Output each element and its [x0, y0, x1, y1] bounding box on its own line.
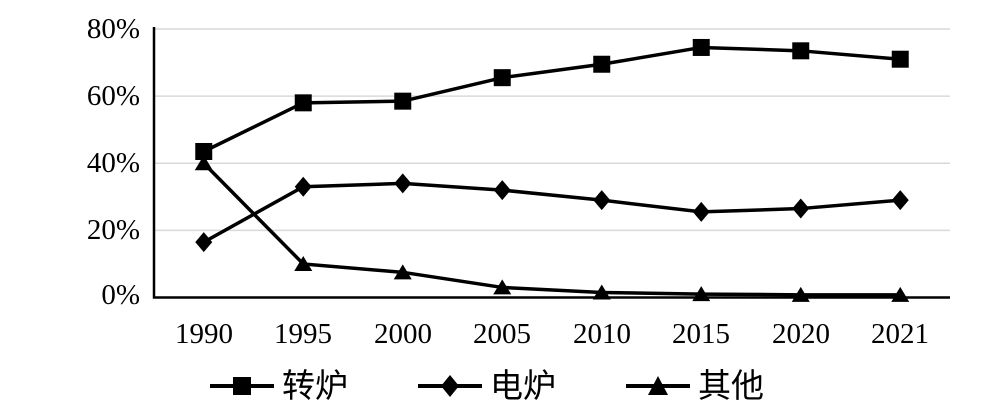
marker-triangle	[692, 286, 711, 302]
marker-diamond	[394, 173, 412, 194]
marker-diamond	[294, 176, 312, 197]
marker-diamond	[692, 201, 710, 222]
x-axis-tick-label: 2000	[374, 318, 432, 350]
marker-square	[792, 42, 810, 60]
legend-marker-square-icon	[210, 376, 274, 395]
legend-label: 其他	[698, 367, 764, 404]
legend: 转炉 电炉 其他	[210, 366, 764, 406]
marker-diamond	[891, 190, 909, 211]
legend-item-electric: 电炉	[418, 366, 556, 406]
marker-triangle	[891, 286, 910, 302]
y-axis-tick-label: 0%	[101, 279, 140, 311]
marker-triangle	[194, 155, 213, 171]
y-axis-tick-label: 60%	[86, 80, 140, 112]
legend-item-converter: 转炉	[210, 366, 348, 406]
marker-square	[195, 143, 213, 161]
y-axis-tick-label: 20%	[86, 214, 140, 246]
legend-label: 转炉	[282, 367, 348, 404]
x-axis-tick-label: 1995	[274, 318, 332, 350]
marker-square	[692, 38, 710, 56]
x-axis-tick-label: 2010	[573, 318, 631, 350]
marker-square	[593, 55, 611, 73]
marker-diamond	[792, 198, 810, 219]
series-line-diamond	[202, 181, 901, 244]
marker-triangle	[791, 286, 810, 302]
x-axis-tick-label: 2021	[871, 318, 929, 350]
marker-diamond	[195, 232, 213, 253]
legend-item-other: 其他	[626, 366, 764, 406]
x-axis-tick-label: 1990	[175, 318, 233, 350]
marker-square	[891, 50, 909, 68]
marker-diamond	[493, 180, 511, 201]
legend-label: 电炉	[490, 367, 556, 404]
series-line-triangle	[202, 162, 901, 297]
marker-diamond	[593, 190, 611, 211]
x-axis-tick-label: 2005	[473, 318, 531, 350]
legend-marker-diamond-icon	[418, 374, 482, 397]
series-line-square	[202, 45, 901, 154]
marker-triangle	[393, 264, 412, 280]
marker-triangle	[493, 279, 512, 295]
y-axis-tick-label: 40%	[86, 147, 140, 179]
marker-triangle	[294, 255, 313, 271]
x-axis-tick-label: 2015	[672, 318, 730, 350]
marker-square	[294, 94, 312, 112]
x-axis-tick-label: 2020	[772, 318, 830, 350]
y-axis-tick-label: 80%	[86, 13, 140, 45]
legend-marker-triangle-icon	[626, 375, 690, 395]
marker-triangle	[592, 284, 611, 300]
marker-square	[394, 92, 412, 110]
marker-square	[493, 69, 511, 87]
